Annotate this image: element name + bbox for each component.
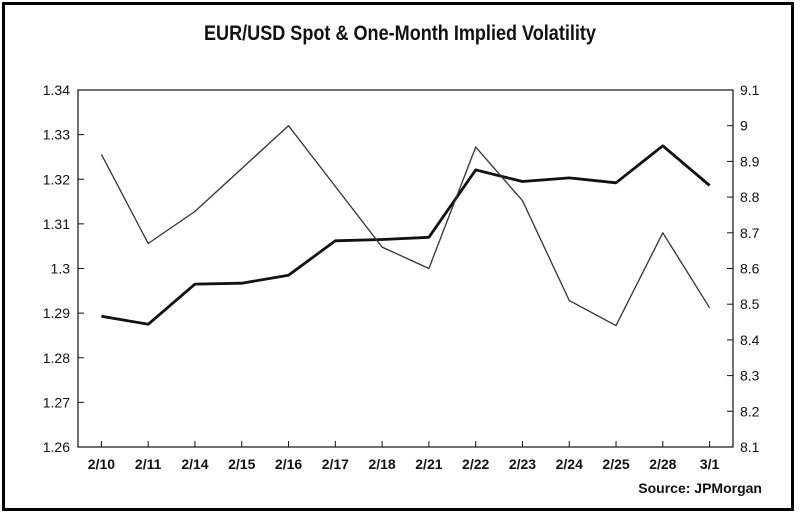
right-tick-label: 9.1	[740, 82, 760, 98]
right-tick-label: 9	[740, 118, 748, 134]
x-tick-label: 2/15	[228, 456, 255, 472]
left-tick-label: 1.28	[43, 350, 70, 366]
series-group	[100, 125, 711, 327]
right-tick-label: 8.2	[740, 403, 760, 419]
left-tick-label: 1.33	[43, 127, 70, 143]
x-axis: 2/10 2/11 2/14 2/15 2/16 2/17 2/18 2/21 2/22 2/23…	[88, 441, 720, 472]
right-tick-label: 8.7	[740, 225, 760, 241]
x-tick-label: 2/11	[135, 456, 162, 472]
spot-series-line	[101, 144, 711, 326]
x-tick-label: 2/22	[462, 456, 489, 472]
right-tick-label: 8.6	[740, 261, 760, 277]
right-axis: 8.1 8.2 8.3 8.4 8.5 8.6 8.7 8.8 8.9 9 9.1	[727, 82, 760, 455]
right-tick-label: 8.9	[740, 153, 760, 169]
left-tick-label: 1.3	[51, 261, 71, 277]
left-tick-label: 1.31	[43, 216, 70, 232]
right-tick-label: 8.4	[740, 332, 760, 348]
left-tick-label: 1.29	[43, 305, 70, 321]
x-tick-label: 2/14	[181, 456, 208, 472]
left-axis: 1.26 1.27 1.28 1.29 1.3 1.31 1.32 1.33 1.34	[43, 82, 84, 455]
left-tick-label: 1.32	[43, 171, 70, 187]
x-tick-label: 2/24	[556, 456, 583, 472]
x-tick-label: 2/21	[415, 456, 442, 472]
x-tick-label: 2/17	[322, 456, 349, 472]
right-tick-label: 8.8	[740, 189, 760, 205]
left-tick-label: 1.34	[43, 82, 70, 98]
chart-frame	[2, 2, 794, 511]
source-note: Source: JPMorgan	[638, 480, 762, 496]
x-tick-label: 3/1	[700, 456, 720, 472]
left-tick-label: 1.27	[43, 394, 70, 410]
left-tick-label: 1.26	[43, 439, 70, 455]
chart-title: EUR/USD Spot & One-Month Implied Volatil…	[204, 22, 596, 45]
plot-area	[77, 89, 734, 448]
volatility-series-line	[100, 125, 711, 327]
x-tick-label: 2/25	[602, 456, 629, 472]
right-tick-label: 8.1	[740, 439, 760, 455]
x-tick-label: 2/10	[88, 456, 115, 472]
x-tick-label: 2/28	[649, 456, 676, 472]
x-tick-label: 2/23	[509, 456, 536, 472]
right-tick-label: 8.5	[740, 296, 760, 312]
right-tick-label: 8.3	[740, 368, 760, 384]
x-tick-label: 2/16	[275, 456, 302, 472]
x-tick-label: 2/18	[368, 456, 395, 472]
